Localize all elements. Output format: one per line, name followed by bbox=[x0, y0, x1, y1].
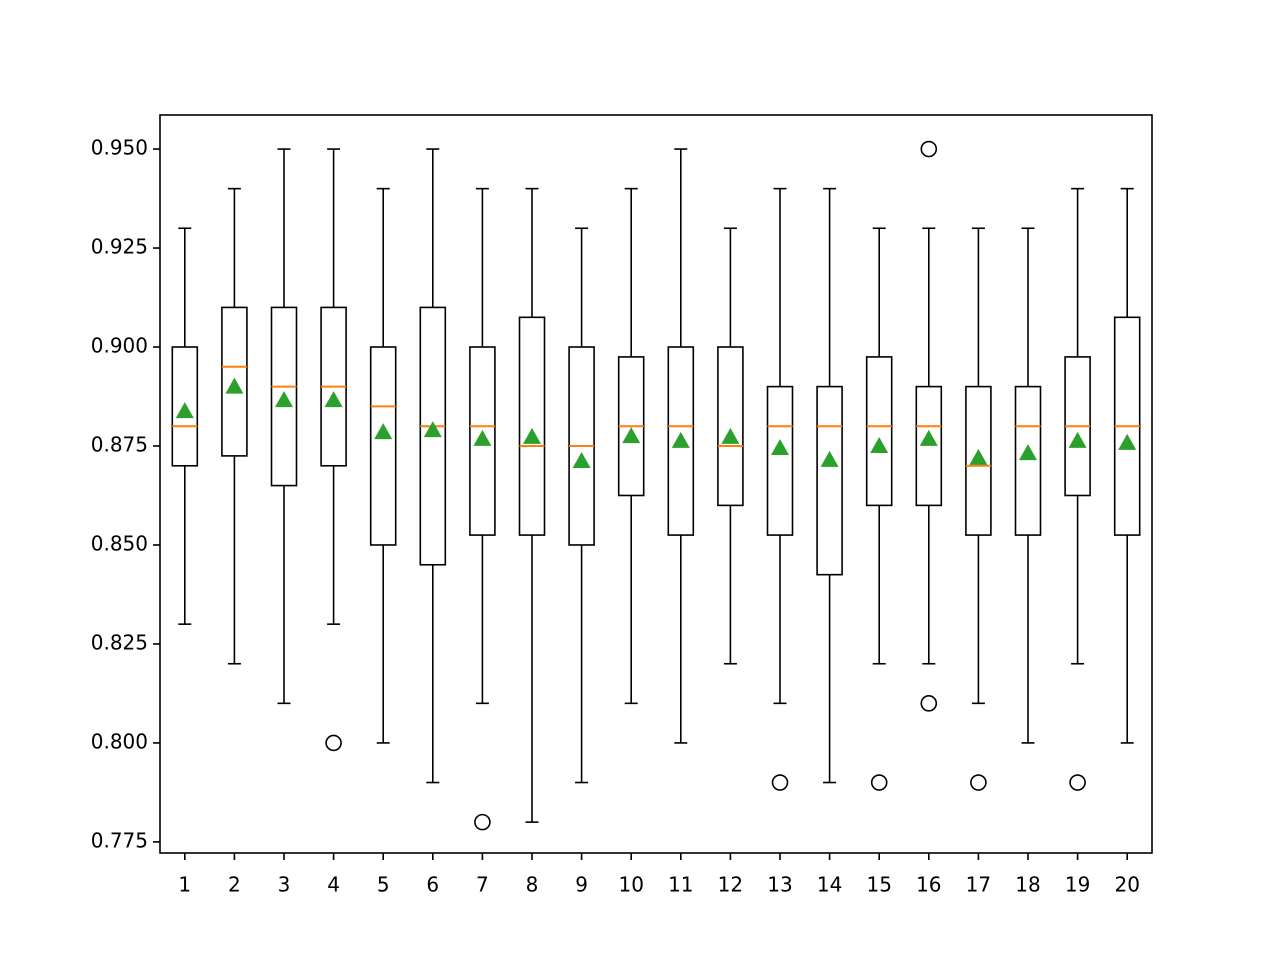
flier bbox=[1069, 774, 1086, 791]
y-tick-label: 0.850 bbox=[91, 531, 148, 555]
box bbox=[667, 346, 695, 536]
mean-marker bbox=[1118, 433, 1137, 450]
box bbox=[270, 306, 298, 487]
box bbox=[915, 385, 943, 507]
plot-frame bbox=[159, 114, 1153, 854]
x-tick-label: 14 bbox=[817, 873, 842, 897]
x-tick-label: 17 bbox=[966, 873, 991, 897]
flier bbox=[920, 140, 938, 158]
x-tick-label: 2 bbox=[228, 873, 241, 897]
mean-marker bbox=[820, 450, 839, 467]
mean-marker bbox=[473, 429, 492, 446]
mean-marker bbox=[175, 402, 194, 419]
box bbox=[766, 385, 794, 536]
y-tick-label: 0.900 bbox=[91, 334, 148, 358]
box bbox=[171, 346, 199, 467]
y-tick-label: 0.800 bbox=[91, 729, 148, 753]
box bbox=[518, 316, 546, 536]
flier bbox=[771, 774, 789, 791]
mean-marker bbox=[919, 429, 938, 446]
y-tick-label: 0.825 bbox=[91, 630, 148, 654]
x-tick-label: 3 bbox=[278, 873, 291, 897]
mean-marker bbox=[771, 438, 789, 455]
x-tick-label: 5 bbox=[377, 873, 390, 897]
x-tick-label: 7 bbox=[476, 873, 489, 897]
x-tick-label: 13 bbox=[767, 873, 792, 897]
x-tick-label: 12 bbox=[718, 873, 743, 897]
mean-marker bbox=[225, 377, 244, 394]
box bbox=[419, 306, 447, 566]
y-tick-label: 0.775 bbox=[91, 828, 148, 852]
mean-marker bbox=[1019, 444, 1037, 461]
x-tick-label: 8 bbox=[526, 873, 539, 897]
flier bbox=[870, 774, 888, 791]
mean-marker bbox=[374, 423, 393, 440]
mean-marker bbox=[1068, 431, 1087, 448]
mean-marker bbox=[721, 427, 740, 444]
x-tick-label: 6 bbox=[426, 873, 439, 897]
y-tick-label: 0.925 bbox=[91, 235, 148, 259]
mean-marker bbox=[870, 436, 889, 453]
x-tick-label: 10 bbox=[618, 873, 643, 897]
y-tick-label: 0.875 bbox=[91, 432, 148, 456]
mean-marker bbox=[423, 421, 442, 438]
x-tick-label: 9 bbox=[575, 873, 588, 897]
flier bbox=[920, 695, 938, 712]
mean-marker bbox=[671, 431, 690, 448]
x-tick-label: 1 bbox=[178, 873, 191, 897]
box bbox=[369, 346, 397, 546]
box bbox=[865, 356, 893, 507]
box bbox=[965, 385, 992, 536]
box bbox=[221, 306, 248, 457]
x-tick-label: 11 bbox=[668, 873, 693, 897]
x-tick-label: 20 bbox=[1114, 873, 1139, 897]
x-tick-label: 18 bbox=[1015, 873, 1040, 897]
mean-marker bbox=[572, 452, 591, 469]
mean-marker bbox=[324, 391, 343, 408]
flier bbox=[325, 734, 342, 752]
flier bbox=[970, 774, 987, 791]
mean-marker bbox=[969, 448, 988, 465]
y-tick-label: 0.950 bbox=[91, 136, 148, 160]
mean-marker bbox=[275, 391, 293, 408]
x-tick-label: 19 bbox=[1065, 873, 1090, 897]
x-tick-label: 16 bbox=[916, 873, 941, 897]
box bbox=[469, 346, 496, 536]
mean-marker bbox=[622, 427, 641, 444]
box bbox=[1014, 385, 1042, 536]
box bbox=[816, 385, 843, 576]
flier bbox=[474, 813, 491, 831]
mean-marker bbox=[523, 427, 541, 444]
x-tick-label: 15 bbox=[866, 873, 891, 897]
x-tick-label: 4 bbox=[327, 873, 340, 897]
box bbox=[717, 346, 744, 507]
